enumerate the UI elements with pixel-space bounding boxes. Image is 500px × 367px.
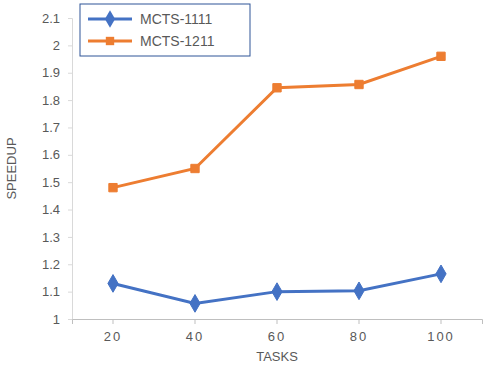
y-tick-label: 1 [53, 312, 60, 327]
legend-box [80, 4, 250, 56]
chart: 1 1.1 1.2 1.3 1.4 1.5 1.6 1.7 1.8 1.9 2 2.1 20 40 60 80… [0, 0, 500, 367]
x-tick-mark [441, 319, 442, 324]
y-tick-mark [68, 264, 72, 265]
x-tick: 60 [268, 319, 286, 344]
x-tick: 40 [186, 319, 204, 344]
y-tick: 1.7 [42, 120, 72, 135]
x-tick-label: 20 [104, 329, 122, 344]
marker [109, 183, 117, 191]
x-tick-label: 80 [350, 329, 368, 344]
y-tick: 2.1 [42, 11, 72, 26]
series-line [113, 56, 441, 187]
x-tick-label: 100 [427, 329, 455, 344]
legend-item: MCTS-1111 [88, 10, 213, 28]
y-tick-label: 1.3 [42, 230, 60, 245]
x-tick: 100 [427, 319, 455, 344]
marker [272, 283, 282, 301]
y-tick-mark [68, 319, 72, 320]
legend: MCTS-1111 MCTS-1211 [80, 4, 250, 56]
marker [355, 80, 363, 88]
x-tick: 20 [104, 319, 122, 344]
y-tick-mark [68, 182, 72, 183]
y-tick: 1.3 [42, 230, 72, 245]
y-tick: 1 [53, 312, 72, 327]
y-tick-mark [68, 100, 72, 101]
legend-item: MCTS-1211 [88, 33, 215, 49]
legend-marker [106, 37, 114, 45]
y-tick-mark [68, 18, 72, 19]
x-tick-mark [195, 319, 196, 324]
y-tick-mark [68, 45, 72, 46]
marker [190, 295, 200, 313]
x-tick-mark [113, 319, 114, 324]
marker [436, 265, 446, 283]
y-tick-label: 1.6 [42, 147, 60, 162]
y-tick-mark [68, 155, 72, 156]
x-tick: 80 [350, 319, 368, 344]
x-tick-label: 40 [186, 329, 204, 344]
x-tick-mark [277, 319, 278, 324]
y-tick-mark [68, 210, 72, 211]
marks [108, 52, 446, 312]
y-tick-label: 1.4 [42, 202, 60, 217]
x-axis: 20 40 60 80 100 [73, 319, 483, 344]
x-axis-line [73, 320, 483, 325]
y-tick-mark [68, 237, 72, 238]
y-axis-line [68, 19, 73, 320]
marker [354, 282, 364, 300]
legend-label: MCTS-1211 [140, 33, 215, 49]
marker [273, 84, 281, 92]
y-tick: 1.2 [42, 257, 72, 272]
y-tick: 1.1 [42, 284, 72, 299]
x-tick-label: 60 [268, 329, 286, 344]
y-tick-label: 1.1 [42, 284, 60, 299]
y-tick-label: 2.1 [42, 11, 60, 26]
marker [108, 275, 118, 293]
y-axis: 1 1.1 1.2 1.3 1.4 1.5 1.6 1.7 1.8 1.9 2 2.1 [42, 11, 73, 327]
marker [191, 164, 199, 172]
y-tick-label: 2 [53, 38, 60, 53]
x-tick-mark [359, 319, 360, 324]
series-line [113, 274, 441, 304]
y-tick-mark [68, 73, 72, 74]
y-tick-label: 1.7 [42, 120, 60, 135]
marker [437, 52, 445, 60]
y-axis-title: SPEEDUP [4, 137, 19, 199]
y-tick-label: 1.8 [42, 93, 60, 108]
y-tick: 1.6 [42, 147, 72, 162]
legend-marker [105, 10, 115, 28]
y-tick: 1.8 [42, 93, 72, 108]
y-tick: 2 [53, 38, 72, 53]
legend-label: MCTS-1111 [140, 11, 213, 27]
y-tick: 1.4 [42, 202, 72, 217]
y-tick-label: 1.5 [42, 175, 60, 190]
y-tick-mark [68, 127, 72, 128]
plot: 1 1.1 1.2 1.3 1.4 1.5 1.6 1.7 1.8 1.9 2 2.1 20 40 60 80… [42, 11, 483, 345]
y-tick-label: 1.9 [42, 65, 60, 80]
y-tick-mark [68, 292, 72, 293]
y-tick-label: 1.2 [42, 257, 60, 272]
y-tick: 1.5 [42, 175, 72, 190]
x-axis-title: TASKS [256, 349, 298, 364]
y-tick: 1.9 [42, 65, 72, 80]
